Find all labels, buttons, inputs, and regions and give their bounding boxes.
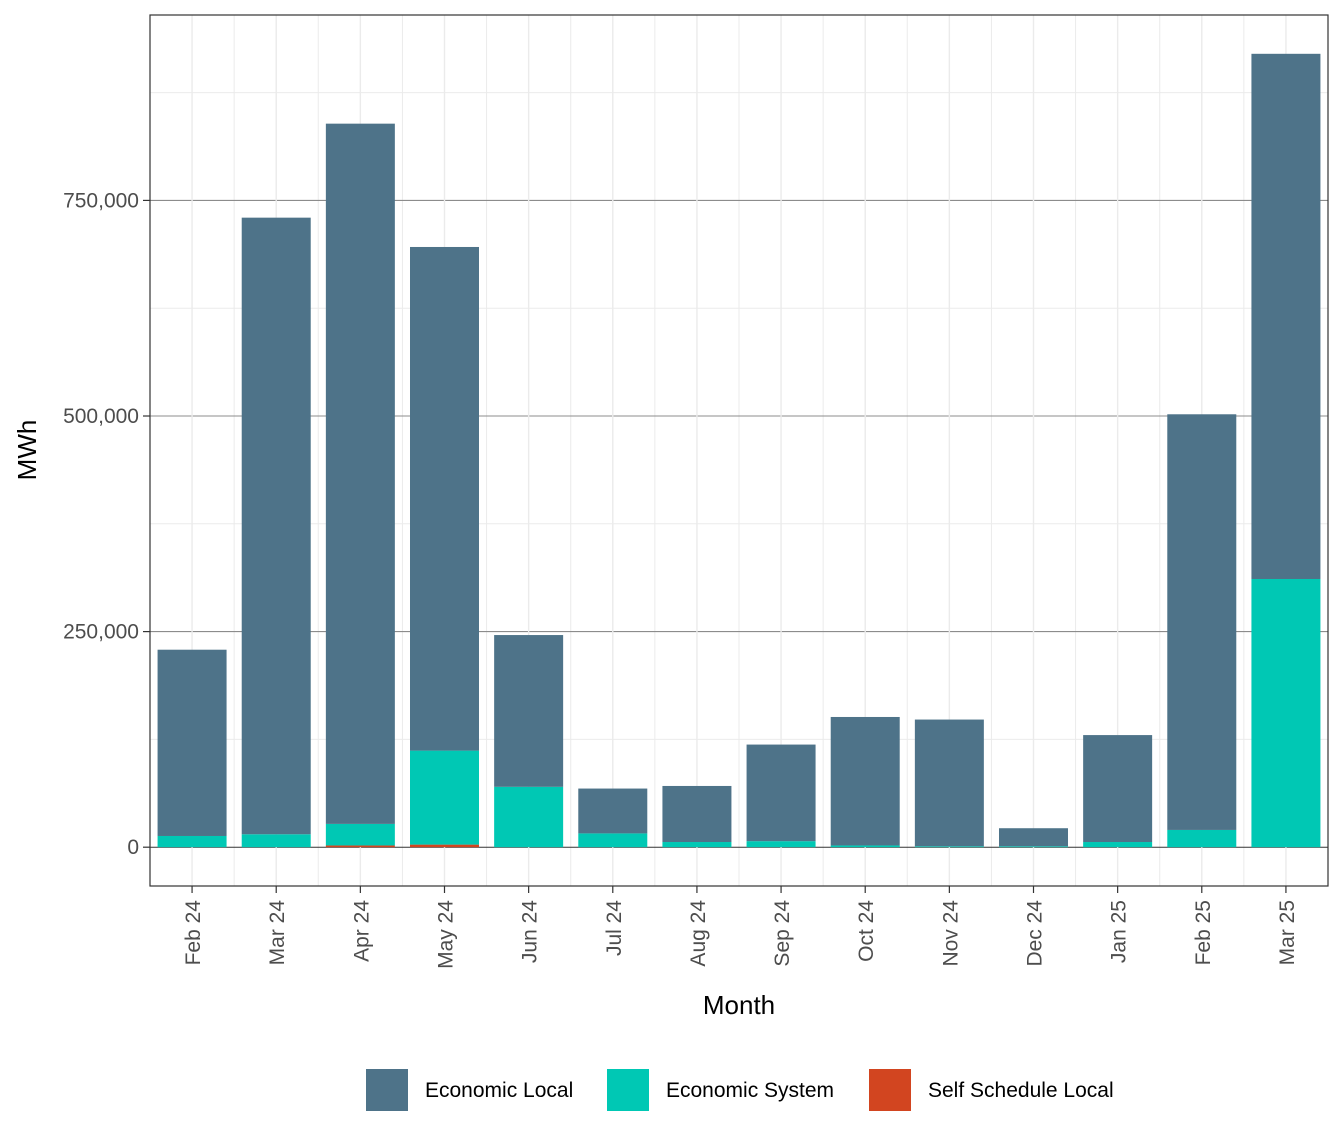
bar-economic-system	[914, 846, 984, 848]
bar-economic-system	[1167, 829, 1237, 848]
bar-economic-local	[662, 785, 732, 843]
x-tick-label: Sep 24	[771, 900, 794, 967]
legend-key-self-schedule-local	[869, 1069, 911, 1111]
legend-key-economic-local	[366, 1069, 408, 1111]
bar-economic-local	[325, 123, 395, 824]
legend-label-economic-system: Economic System	[666, 1079, 834, 1102]
bar-economic-system	[1083, 842, 1153, 848]
x-tick-label: May 24	[435, 900, 458, 969]
legend-key-economic-system	[607, 1069, 649, 1111]
x-tick-label: Jun 24	[519, 900, 542, 963]
bar-economic-local	[494, 635, 564, 787]
bar-economic-local	[1251, 53, 1321, 579]
bar-economic-local	[830, 716, 900, 846]
x-tick-label: Mar 25	[1276, 900, 1299, 965]
x-tick-label: Nov 24	[939, 900, 962, 967]
x-tick-label: Apr 24	[350, 900, 373, 962]
x-tick-label: Dec 24	[1024, 900, 1047, 967]
legend: Economic Local Economic System Self Schedu…	[366, 1069, 1114, 1111]
y-tick-label: 750,000	[63, 189, 139, 212]
bar-economic-local	[914, 719, 984, 847]
y-axis-title: MWh	[12, 420, 42, 481]
bar-economic-system	[830, 845, 900, 848]
bar-economic-local	[746, 744, 816, 842]
bar-economic-local	[999, 828, 1068, 847]
x-tick-label: Mar 24	[266, 900, 289, 966]
bar-economic-local	[241, 217, 311, 835]
bar-economic-system	[494, 786, 564, 848]
bar-economic-system	[410, 750, 479, 845]
bar-economic-system	[241, 834, 311, 848]
bar-economic-local	[1167, 414, 1237, 830]
bar-economic-local	[1083, 735, 1153, 843]
bar-economic-system	[999, 846, 1068, 848]
bar-economic-local	[157, 649, 227, 836]
x-tick-label: Feb 24	[182, 900, 205, 966]
x-tick-label: Feb 25	[1192, 900, 1215, 965]
bars	[157, 53, 1321, 848]
bar-economic-local	[578, 788, 648, 834]
legend-label-economic-local: Economic Local	[425, 1079, 573, 1102]
bar-economic-system	[157, 835, 227, 848]
bar-economic-local	[410, 246, 479, 751]
x-tick-label: Jul 24	[603, 900, 626, 956]
y-axis: 0 250,000 500,000 750,000	[63, 189, 150, 859]
y-tick-label: 500,000	[63, 405, 139, 428]
y-tick-label: 0	[127, 836, 139, 859]
bar-economic-system	[325, 823, 395, 846]
bar-self-schedule-local	[325, 845, 395, 848]
x-axis: Feb 24 Mar 24 Apr 24 May 24 Jun 24 Jul 24 Aug …	[182, 886, 1299, 969]
bar-economic-system	[578, 833, 648, 848]
bar-economic-system	[662, 842, 732, 848]
bar-economic-system	[746, 841, 816, 848]
x-axis-title: Month	[703, 990, 775, 1020]
bar-economic-system	[1251, 578, 1321, 848]
bar-self-schedule-local	[410, 844, 479, 848]
legend-label-self-schedule-local: Self Schedule Local	[928, 1079, 1114, 1102]
y-tick-label: 250,000	[63, 621, 139, 644]
x-tick-label: Aug 24	[687, 900, 710, 967]
x-tick-label: Oct 24	[855, 900, 878, 962]
x-tick-label: Jan 25	[1108, 900, 1131, 963]
plot-border	[149, 14, 1329, 887]
